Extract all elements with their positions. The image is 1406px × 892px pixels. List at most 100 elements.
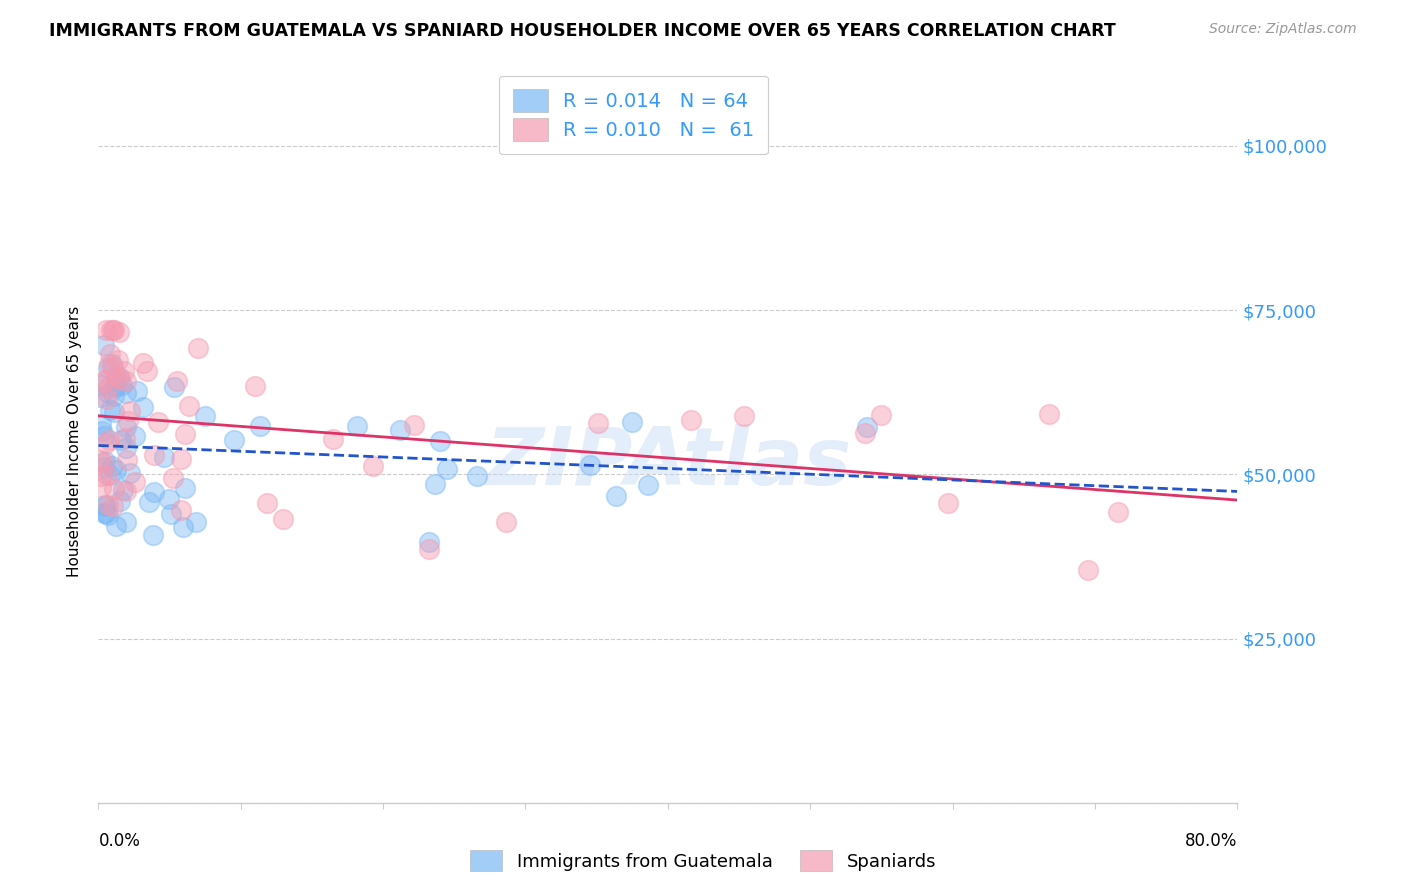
Point — [93, 456, 115, 470]
Point — [93, 429, 115, 443]
Point — [96, 436, 118, 450]
Point — [138, 495, 160, 509]
Legend: R = 0.014   N = 64, R = 0.010   N =  61: R = 0.014 N = 64, R = 0.010 N = 61 — [499, 76, 768, 154]
Point — [124, 428, 146, 442]
Point — [115, 385, 138, 400]
Point — [101, 357, 124, 371]
Point — [97, 381, 120, 395]
Point — [98, 346, 121, 360]
Point — [103, 323, 125, 337]
Point — [679, 413, 702, 427]
Point — [856, 419, 879, 434]
Point — [429, 434, 451, 448]
Point — [94, 499, 117, 513]
Point — [105, 378, 128, 392]
Point — [105, 463, 128, 477]
Point — [100, 323, 122, 337]
Point — [97, 361, 120, 376]
Point — [586, 416, 609, 430]
Point — [103, 323, 125, 337]
Point — [142, 485, 165, 500]
Point — [143, 448, 166, 462]
Point — [97, 357, 120, 371]
Point — [465, 469, 488, 483]
Point — [115, 515, 138, 529]
Point — [107, 353, 129, 368]
Point — [637, 477, 659, 491]
Point — [733, 409, 755, 424]
Point — [142, 528, 165, 542]
Point — [96, 372, 118, 386]
Point — [177, 399, 200, 413]
Point — [117, 414, 139, 428]
Point — [100, 459, 122, 474]
Point — [222, 434, 245, 448]
Point — [187, 341, 209, 355]
Point — [96, 468, 118, 483]
Point — [90, 417, 112, 431]
Point — [249, 418, 271, 433]
Point — [104, 380, 127, 394]
Point — [120, 404, 142, 418]
Point — [105, 519, 128, 533]
Point — [136, 364, 159, 378]
Point — [96, 392, 118, 406]
Text: ZIPAtlas: ZIPAtlas — [485, 425, 851, 502]
Point — [1038, 407, 1060, 421]
Point — [166, 374, 188, 388]
Point — [114, 431, 136, 445]
Point — [93, 338, 115, 352]
Point — [160, 507, 183, 521]
Point — [105, 372, 128, 386]
Point — [108, 494, 131, 508]
Point — [90, 378, 112, 392]
Point — [90, 468, 112, 483]
Point — [93, 460, 115, 475]
Point — [110, 433, 132, 447]
Legend: Immigrants from Guatemala, Spaniards: Immigrants from Guatemala, Spaniards — [463, 843, 943, 879]
Point — [97, 385, 120, 400]
Point — [94, 454, 117, 468]
Point — [132, 356, 155, 370]
Point — [495, 515, 517, 529]
Text: IMMIGRANTS FROM GUATEMALA VS SPANIARD HOUSEHOLDER INCOME OVER 65 YEARS CORRELATI: IMMIGRANTS FROM GUATEMALA VS SPANIARD HO… — [49, 22, 1116, 40]
Point — [94, 498, 117, 512]
Point — [90, 424, 112, 438]
Point — [153, 450, 176, 464]
Point — [578, 458, 600, 472]
Point — [173, 427, 195, 442]
Text: 80.0%: 80.0% — [1185, 831, 1237, 850]
Point — [90, 480, 112, 494]
Point — [110, 372, 132, 386]
Point — [184, 516, 207, 530]
Point — [115, 483, 138, 498]
Point — [172, 520, 194, 534]
Point — [103, 405, 125, 419]
Point — [245, 379, 267, 393]
Point — [93, 506, 115, 520]
Point — [114, 420, 136, 434]
Point — [621, 416, 644, 430]
Point — [131, 401, 153, 415]
Point — [98, 468, 121, 483]
Point — [103, 389, 125, 403]
Point — [388, 423, 411, 437]
Point — [853, 425, 876, 440]
Text: 0.0%: 0.0% — [98, 831, 141, 850]
Point — [103, 500, 125, 514]
Y-axis label: Householder Income Over 65 years: Householder Income Over 65 years — [67, 306, 83, 577]
Point — [124, 475, 146, 489]
Point — [162, 380, 184, 394]
Point — [115, 374, 138, 388]
Point — [605, 489, 627, 503]
Point — [148, 416, 170, 430]
Point — [94, 506, 117, 520]
Point — [108, 326, 131, 340]
Point — [322, 432, 344, 446]
Point — [112, 483, 135, 498]
Point — [115, 453, 138, 467]
Point — [114, 442, 136, 456]
Point — [174, 482, 197, 496]
Point — [111, 378, 134, 392]
Point — [98, 402, 121, 417]
